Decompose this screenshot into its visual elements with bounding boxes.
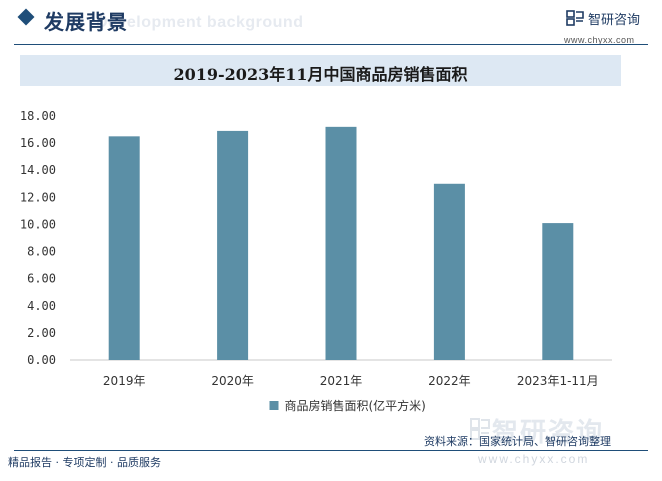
header-divider <box>14 44 648 45</box>
y-tick-label: 2.00 <box>27 326 56 340</box>
chart-title-band: 2019-2023年11月中国商品房销售面积 <box>20 55 621 86</box>
logo-mark-icon <box>566 10 584 26</box>
footer-url: www.chyxx.com <box>478 452 590 466</box>
logo-url: www.chyxx.com <box>564 35 635 45</box>
x-tick-label: 2020年 <box>211 374 254 388</box>
watermark-logo-icon <box>470 418 490 440</box>
bar <box>108 136 140 360</box>
data-source: 资料来源：国家统计局、智研咨询整理 <box>424 435 611 448</box>
diamond-bullet-icon <box>17 8 35 26</box>
bar-chart: 0.00 2.00 4.00 6.00 8.00 10.00 12.00 14.00 16.00… <box>20 109 612 413</box>
x-tick-label: 2022年 <box>428 374 471 388</box>
y-tick-label: 6.00 <box>27 272 56 286</box>
y-tick-label: 0.00 <box>27 353 56 367</box>
chart-title: 2019-2023年11月中国商品房销售面积 <box>173 65 468 84</box>
x-tick-label: 2023年1-11月 <box>517 374 599 388</box>
footer-watermark: 智研咨询 <box>492 418 605 448</box>
legend-label: 商品房销售面积(亿平方米) <box>285 398 426 413</box>
y-tick-label: 8.00 <box>27 245 56 259</box>
y-tick-label: 12.00 <box>20 190 56 204</box>
logo-name: 智研咨询 <box>588 13 641 28</box>
y-tick-label: 16.00 <box>20 136 56 150</box>
x-tick-label: 2019年 <box>103 374 146 388</box>
footer-tagline: 精品报告 · 专项定制 · 品质服务 <box>8 456 161 469</box>
y-tick-label: 14.00 <box>20 163 56 177</box>
bar <box>542 223 574 360</box>
header: Development background 发展背景 智研咨询 www.chy… <box>0 0 662 45</box>
y-tick-label: 10.00 <box>20 217 56 231</box>
y-tick-label: 18.00 <box>20 109 56 123</box>
footer-divider <box>14 450 648 451</box>
y-tick-label: 4.00 <box>27 299 56 313</box>
section-subtitle: Development background <box>96 14 304 31</box>
bar <box>217 130 249 360</box>
legend-swatch <box>269 401 279 410</box>
x-tick-label: 2021年 <box>320 374 363 388</box>
bar <box>325 126 357 360</box>
section-title: 发展背景 <box>44 10 128 34</box>
bar <box>433 183 465 360</box>
